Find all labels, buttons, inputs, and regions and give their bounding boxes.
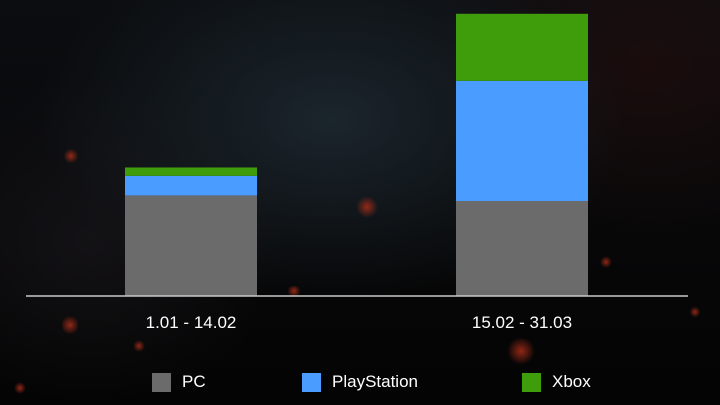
- legend-label-xbox: Xbox: [552, 372, 591, 391]
- background-ember: [690, 306, 700, 318]
- bar-pc-1: [456, 201, 588, 296]
- x-tick-label-0: 1.01 - 14.02: [145, 313, 237, 332]
- bar-group: [125, 13, 588, 296]
- bar-playstation-1: [456, 80, 588, 201]
- background-ember: [64, 148, 78, 164]
- legend-item-playstation: PlayStation: [302, 371, 418, 393]
- bar-xbox-0: [125, 167, 257, 176]
- legend-label-playstation: PlayStation: [332, 372, 418, 391]
- background-ember: [600, 256, 612, 268]
- legend-item-pc: PC: [152, 371, 206, 393]
- legend-label-pc: PC: [182, 372, 206, 391]
- legend-swatch-pc: [152, 372, 171, 392]
- background-ember: [62, 314, 78, 336]
- background-ember: [506, 338, 536, 364]
- background-ember: [286, 286, 302, 296]
- legend-swatch-playstation: [302, 372, 321, 392]
- legend: PC PlayStation Xbox: [0, 371, 720, 395]
- background-ember: [356, 196, 378, 218]
- background-ember: [133, 340, 145, 352]
- bar-pc-0: [125, 195, 257, 296]
- bar-playstation-0: [125, 175, 257, 196]
- legend-swatch-xbox: [522, 372, 541, 392]
- legend-item-xbox: Xbox: [522, 371, 591, 393]
- background-ember: [14, 382, 26, 394]
- x-tick-label-1: 15.02 - 31.03: [471, 313, 573, 332]
- bar-xbox-1: [456, 13, 588, 81]
